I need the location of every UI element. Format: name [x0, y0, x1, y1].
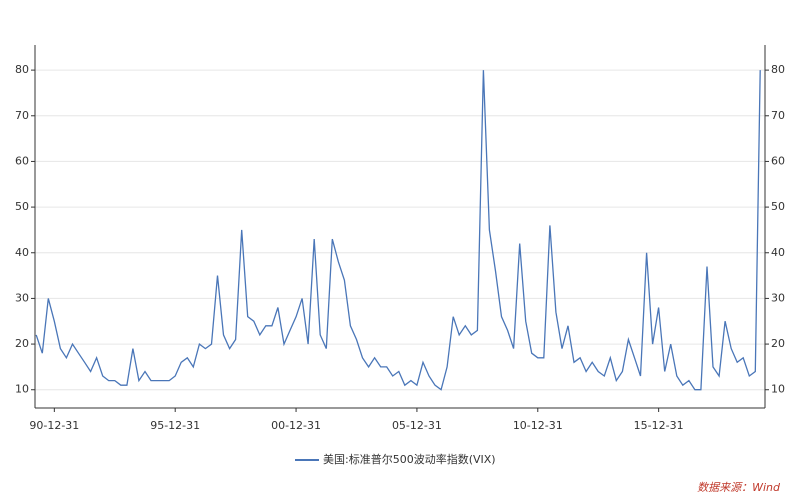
- y2-tick-label: 50: [771, 200, 785, 213]
- x-tick-label: 00-12-31: [271, 419, 321, 432]
- y-tick-label: 30: [15, 291, 29, 304]
- y-tick-label: 50: [15, 200, 29, 213]
- x-tick-label: 15-12-31: [634, 419, 684, 432]
- x-tick-label: 95-12-31: [150, 419, 200, 432]
- x-tick-label: 10-12-31: [513, 419, 563, 432]
- y2-tick-label: 30: [771, 291, 785, 304]
- x-tick-label: 05-12-31: [392, 419, 442, 432]
- x-tick-label: 90-12-31: [29, 419, 79, 432]
- y-tick-label: 80: [15, 63, 29, 76]
- y-tick-label: 10: [15, 383, 29, 396]
- y2-tick-label: 20: [771, 337, 785, 350]
- y2-tick-label: 70: [771, 109, 785, 122]
- y-tick-label: 70: [15, 109, 29, 122]
- source-note: 数据来源：Wind: [697, 481, 781, 494]
- data-line: [35, 70, 761, 391]
- legend-label: 美国:标准普尔500波动率指数(VIX): [323, 452, 496, 466]
- y-tick-label: 20: [15, 337, 29, 350]
- y-tick-label: 40: [15, 246, 29, 259]
- y2-tick-label: 60: [771, 154, 785, 167]
- y-tick-label: 60: [15, 154, 29, 167]
- y2-tick-label: 80: [771, 63, 785, 76]
- y2-tick-label: 40: [771, 246, 785, 259]
- y2-tick-label: 10: [771, 383, 785, 396]
